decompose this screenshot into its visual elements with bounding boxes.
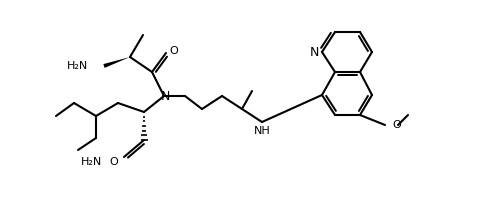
Polygon shape xyxy=(103,57,130,68)
Text: H₂N: H₂N xyxy=(81,157,102,167)
Text: O: O xyxy=(170,46,179,56)
Text: O: O xyxy=(392,120,401,130)
Text: N: N xyxy=(160,89,170,103)
Text: O: O xyxy=(109,157,118,167)
Text: H₂N: H₂N xyxy=(67,61,88,71)
Text: N: N xyxy=(309,46,319,59)
Text: NH: NH xyxy=(253,126,271,136)
